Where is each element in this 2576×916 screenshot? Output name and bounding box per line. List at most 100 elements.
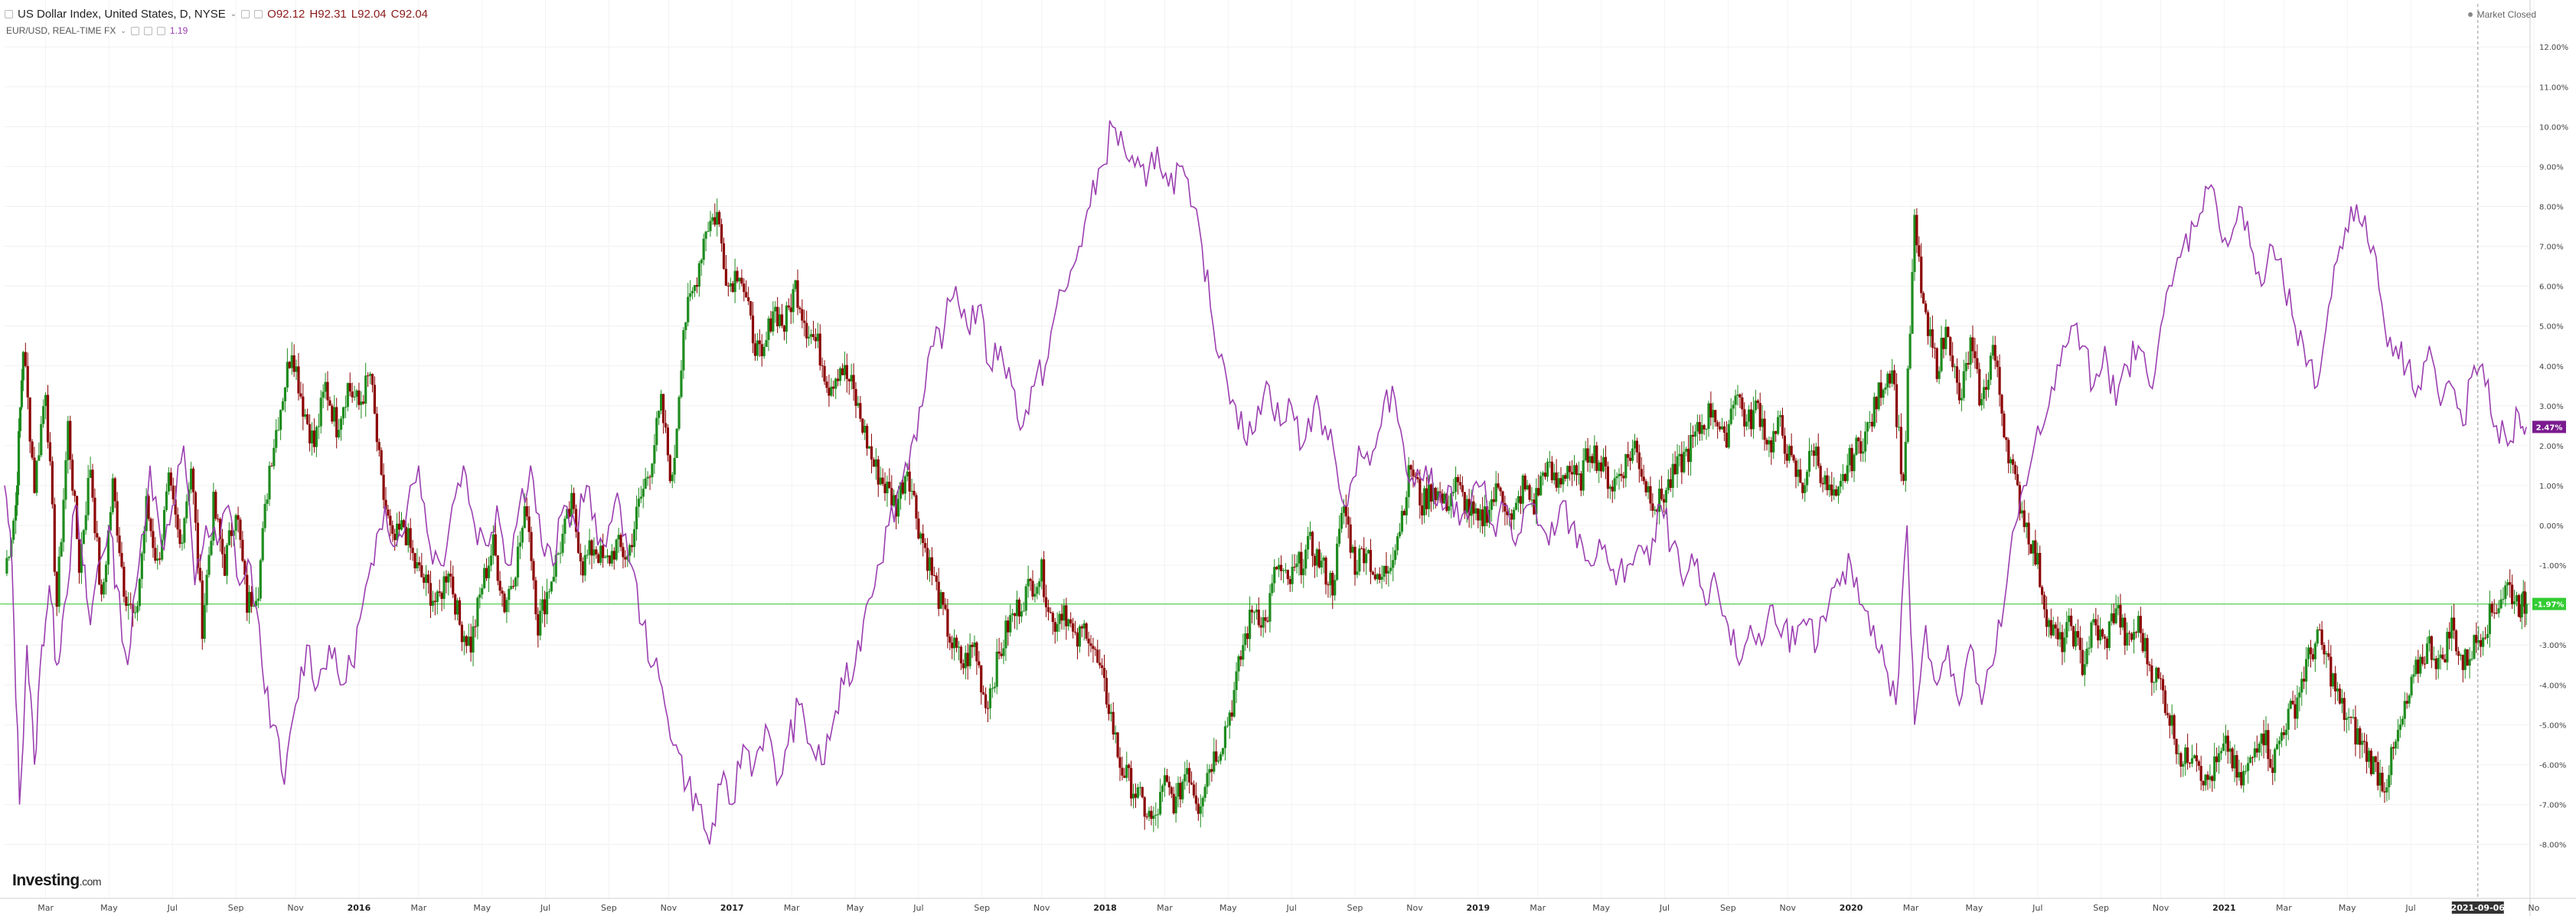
- candle-body: [125, 597, 128, 607]
- candle-body: [1826, 475, 1829, 490]
- candle-body: [355, 390, 358, 397]
- candle-body: [2222, 743, 2225, 751]
- candle-body: [1729, 408, 1732, 424]
- candle-body: [1334, 580, 1337, 596]
- candle-body: [2303, 679, 2306, 682]
- candle-body: [576, 532, 580, 553]
- candle-body: [1615, 476, 1618, 479]
- candle-body: [2233, 754, 2236, 769]
- candle-body: [615, 539, 618, 560]
- candle-body: [248, 591, 251, 613]
- candle-body: [2276, 744, 2279, 750]
- candle-body: [687, 296, 690, 322]
- x-tick-label: May: [100, 903, 118, 913]
- candle-body: [1344, 506, 1347, 517]
- candle-body: [80, 544, 83, 573]
- close-icon[interactable]: [156, 26, 165, 35]
- candle-body: [713, 217, 717, 225]
- candle-body: [1255, 609, 1258, 613]
- candle-body: [328, 400, 331, 406]
- candle-body: [1317, 549, 1321, 568]
- candle-body: [501, 590, 504, 594]
- candle-body: [2099, 629, 2102, 641]
- candle-body: [2437, 658, 2440, 669]
- collapse-icon[interactable]: [5, 10, 13, 18]
- candle-body: [169, 472, 172, 486]
- candle-body: [684, 322, 687, 331]
- candle-body: [2473, 634, 2476, 659]
- candle-body: [290, 355, 293, 368]
- candle-body: [1383, 565, 1386, 577]
- candle-body: [1275, 567, 1278, 570]
- candle-body: [2298, 692, 2301, 698]
- candle-body: [1821, 483, 1824, 485]
- x-tick-label: 2020: [1840, 903, 1863, 913]
- chevron-down-icon[interactable]: ⌄: [230, 10, 237, 18]
- market-status: Market Closed: [2467, 9, 2536, 20]
- candle-body: [2238, 772, 2241, 778]
- candle-body: [1131, 793, 1135, 799]
- candle-body: [1754, 400, 1757, 411]
- candle-body: [2078, 637, 2081, 650]
- candle-body: [1797, 469, 1800, 477]
- candle-body: [1337, 528, 1341, 544]
- candle-body: [2023, 510, 2026, 528]
- candle-body: [254, 600, 258, 607]
- candle-body: [2117, 604, 2120, 609]
- candle-body: [780, 314, 784, 326]
- candle-body: [1494, 483, 1497, 502]
- candle-body: [1492, 499, 1495, 502]
- close-icon[interactable]: [254, 10, 263, 18]
- candle-body: [612, 551, 615, 560]
- candle-body: [2309, 647, 2313, 655]
- candle-body: [2209, 776, 2212, 780]
- investing-logo[interactable]: Investing.com: [12, 872, 102, 890]
- main-legend: US Dollar Index, United States, D, NYSE …: [5, 8, 428, 21]
- candle-body: [1503, 502, 1507, 512]
- candle-body: [854, 388, 857, 406]
- candle-body: [697, 263, 700, 287]
- settings-icon[interactable]: [241, 10, 250, 18]
- visibility-icon[interactable]: [130, 26, 139, 35]
- candle-body: [566, 509, 569, 519]
- candle-body: [71, 460, 74, 491]
- candle-body: [67, 420, 70, 460]
- candle-body: [1192, 784, 1196, 796]
- candle-body: [1246, 633, 1249, 640]
- candle-body: [1644, 481, 1647, 492]
- candle-body: [1452, 492, 1455, 493]
- candle-body: [722, 243, 726, 269]
- candle-body: [1523, 475, 1526, 489]
- candle-body: [1640, 469, 1643, 477]
- candle-body: [1913, 214, 1916, 273]
- candle-body: [729, 283, 732, 287]
- candle-body: [454, 594, 457, 615]
- candle-body: [1969, 337, 1972, 365]
- candle-body: [1373, 574, 1376, 580]
- candle-body: [46, 394, 50, 443]
- candle-body: [118, 535, 121, 554]
- candle-body: [1421, 505, 1424, 515]
- candle-body: [1559, 478, 1562, 485]
- candle-body: [711, 217, 714, 221]
- candle-body: [503, 594, 506, 613]
- candle-body: [1351, 546, 1354, 553]
- candle-body: [2168, 715, 2171, 726]
- candle-body: [1197, 803, 1200, 814]
- candle-body: [552, 577, 555, 582]
- candle-body: [1718, 426, 1722, 430]
- candle-body: [622, 547, 625, 558]
- candle-body: [304, 414, 307, 417]
- candle-body: [64, 460, 67, 500]
- chevron-down-icon[interactable]: ⌄: [120, 26, 126, 34]
- candle-body: [190, 468, 193, 490]
- settings-icon[interactable]: [143, 26, 152, 35]
- candle-body: [2401, 718, 2404, 725]
- candle-body: [559, 552, 562, 554]
- candle-body: [1228, 712, 1231, 726]
- candle-body: [787, 305, 790, 308]
- candle-body: [1660, 488, 1663, 499]
- candle-body: [230, 530, 233, 536]
- candle-body: [1548, 461, 1551, 463]
